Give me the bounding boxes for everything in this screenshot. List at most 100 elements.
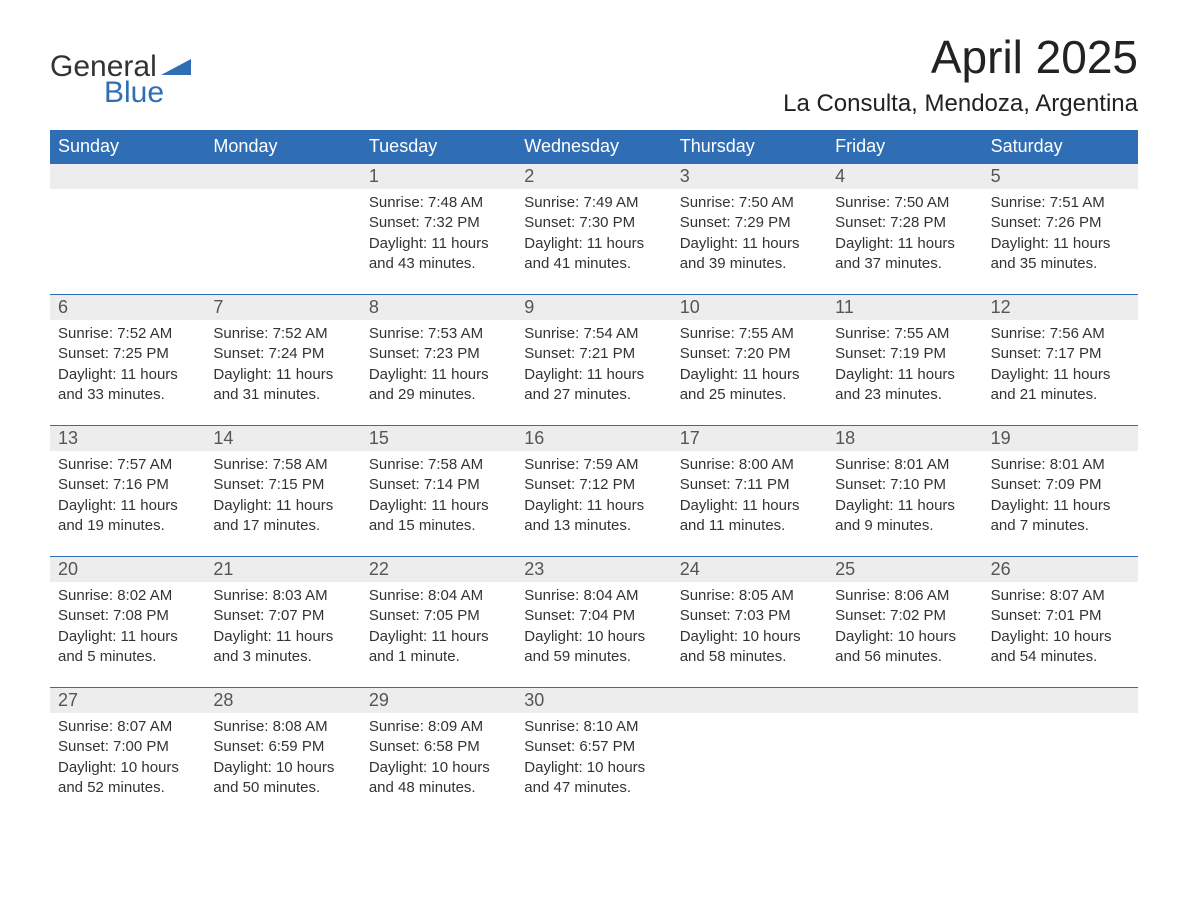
day-number: [205, 164, 360, 189]
sunrise-line: Sunrise: 8:10 AM: [524, 717, 663, 737]
day-cell: Sunrise: 8:08 AMSunset: 6:59 PMDaylight:…: [205, 713, 360, 818]
day-header-cell: Monday: [205, 130, 360, 163]
daynum-row: 13141516171819: [50, 426, 1138, 451]
daylight-line: Daylight: 11 hours and 11 minutes.: [680, 496, 819, 537]
sunrise-line: Sunrise: 7:57 AM: [58, 455, 197, 475]
day-cell: [672, 713, 827, 818]
sunrise-line: Sunrise: 8:06 AM: [835, 586, 974, 606]
sunrise-line: Sunrise: 7:55 AM: [835, 324, 974, 344]
daylight-line: Daylight: 11 hours and 5 minutes.: [58, 627, 197, 668]
day-number: 7: [205, 295, 360, 320]
daylight-line: Daylight: 11 hours and 17 minutes.: [213, 496, 352, 537]
sunrise-line: Sunrise: 8:03 AM: [213, 586, 352, 606]
sunset-line: Sunset: 7:01 PM: [991, 606, 1130, 626]
daylight-line: Daylight: 11 hours and 33 minutes.: [58, 365, 197, 406]
day-cell: Sunrise: 7:50 AMSunset: 7:29 PMDaylight:…: [672, 189, 827, 294]
day-header-cell: Thursday: [672, 130, 827, 163]
week-row: 20212223242526Sunrise: 8:02 AMSunset: 7:…: [50, 556, 1138, 687]
day-number: 25: [827, 557, 982, 582]
sunset-line: Sunset: 6:57 PM: [524, 737, 663, 757]
day-number: 23: [516, 557, 671, 582]
day-cell: Sunrise: 7:52 AMSunset: 7:25 PMDaylight:…: [50, 320, 205, 425]
week-row: 12345Sunrise: 7:48 AMSunset: 7:32 PMDayl…: [50, 163, 1138, 294]
daylight-line: Daylight: 11 hours and 13 minutes.: [524, 496, 663, 537]
day-number: 22: [361, 557, 516, 582]
day-cell: [205, 189, 360, 294]
day-number: 18: [827, 426, 982, 451]
day-cell: Sunrise: 8:03 AMSunset: 7:07 PMDaylight:…: [205, 582, 360, 687]
daynum-row: 12345: [50, 164, 1138, 189]
sunset-line: Sunset: 7:07 PM: [213, 606, 352, 626]
daylight-line: Daylight: 11 hours and 43 minutes.: [369, 234, 508, 275]
day-cell: Sunrise: 7:56 AMSunset: 7:17 PMDaylight:…: [983, 320, 1138, 425]
daylight-line: Daylight: 10 hours and 58 minutes.: [680, 627, 819, 668]
sunrise-line: Sunrise: 8:07 AM: [58, 717, 197, 737]
header: General Blue April 2025 La Consulta, Men…: [50, 30, 1138, 118]
details-row: Sunrise: 7:48 AMSunset: 7:32 PMDaylight:…: [50, 189, 1138, 294]
details-row: Sunrise: 7:57 AMSunset: 7:16 PM Daylight:…: [50, 451, 1138, 556]
sunrise-line: Sunrise: 7:53 AM: [369, 324, 508, 344]
day-number: 27: [50, 688, 205, 713]
day-number: 6: [50, 295, 205, 320]
day-number: 24: [672, 557, 827, 582]
sunset-line: Sunset: 7:26 PM: [991, 213, 1130, 233]
day-cell: [50, 189, 205, 294]
day-cell: Sunrise: 8:07 AMSunset: 7:00 PMDaylight:…: [50, 713, 205, 818]
day-number: 16: [516, 426, 671, 451]
day-cell: Sunrise: 8:00 AMSunset: 7:11 PMDaylight:…: [672, 451, 827, 556]
sunset-line: Sunset: 7:15 PM: [213, 475, 352, 495]
day-cell: Sunrise: 8:07 AMSunset: 7:01 PMDaylight:…: [983, 582, 1138, 687]
day-cell: Sunrise: 8:06 AMSunset: 7:02 PMDaylight:…: [827, 582, 982, 687]
sunrise-line: Sunrise: 7:52 AM: [58, 324, 197, 344]
sunset-line: Sunset: 7:23 PM: [369, 344, 508, 364]
daynum-row: 6789101112: [50, 295, 1138, 320]
sunrise-line: Sunrise: 8:08 AM: [213, 717, 352, 737]
sunrise-line: Sunrise: 7:56 AM: [991, 324, 1130, 344]
day-cell: Sunrise: 8:05 AMSunset: 7:03 PMDaylight:…: [672, 582, 827, 687]
sunset-line: Sunset: 7:11 PM: [680, 475, 819, 495]
location-label: La Consulta, Mendoza, Argentina: [783, 90, 1138, 118]
week-row: 13141516171819Sunrise: 7:57 AMSunset: 7:…: [50, 425, 1138, 556]
day-cell: Sunrise: 7:59 AMSunset: 7:12 PMDaylight:…: [516, 451, 671, 556]
day-cell: Sunrise: 7:55 AMSunset: 7:20 PMDaylight:…: [672, 320, 827, 425]
sunrise-line: Sunrise: 7:48 AM: [369, 193, 508, 213]
day-number: [50, 164, 205, 189]
day-number: 26: [983, 557, 1138, 582]
sunset-line: Sunset: 7:25 PM: [58, 344, 197, 364]
sunset-line: Sunset: 7:04 PM: [524, 606, 663, 626]
day-cell: Sunrise: 8:10 AMSunset: 6:57 PMDaylight:…: [516, 713, 671, 818]
day-cell: Sunrise: 7:58 AMSunset: 7:15 PMDaylight:…: [205, 451, 360, 556]
daylight-line: Daylight: 11 hours and 29 minutes.: [369, 365, 508, 406]
day-cell: Sunrise: 7:49 AMSunset: 7:30 PMDaylight:…: [516, 189, 671, 294]
daylight-line: Daylight: 11 hours and 15 minutes.: [369, 496, 508, 537]
day-cell: Sunrise: 8:01 AMSunset: 7:10 PMDaylight:…: [827, 451, 982, 556]
sunset-line: Sunset: 6:58 PM: [369, 737, 508, 757]
details-row: Sunrise: 7:52 AMSunset: 7:25 PMDaylight:…: [50, 320, 1138, 425]
day-number: 12: [983, 295, 1138, 320]
day-header-cell: Sunday: [50, 130, 205, 163]
week-row: 6789101112Sunrise: 7:52 AMSunset: 7:25 P…: [50, 294, 1138, 425]
sunset-line: Sunset: 7:17 PM: [991, 344, 1130, 364]
day-cell: Sunrise: 7:54 AMSunset: 7:21 PMDaylight:…: [516, 320, 671, 425]
sunset-line: Sunset: 7:21 PM: [524, 344, 663, 364]
weeks-container: 12345Sunrise: 7:48 AMSunset: 7:32 PMDayl…: [50, 163, 1138, 818]
day-cell: Sunrise: 7:53 AMSunset: 7:23 PMDaylight:…: [361, 320, 516, 425]
day-cell: Sunrise: 8:09 AMSunset: 6:58 PMDaylight:…: [361, 713, 516, 818]
day-number: 9: [516, 295, 671, 320]
daylight-line: Daylight: 11 hours and 3 minutes.: [213, 627, 352, 668]
day-cell: Sunrise: 8:01 AMSunset: 7:09 PMDaylight:…: [983, 451, 1138, 556]
day-cell: Sunrise: 7:57 AMSunset: 7:16 PMDaylight:…: [50, 451, 205, 556]
sunset-line: Sunset: 7:14 PM: [369, 475, 508, 495]
day-cell: Sunrise: 7:48 AMSunset: 7:32 PMDaylight:…: [361, 189, 516, 294]
sunset-line: Sunset: 7:16 PM: [58, 475, 197, 495]
sunrise-line: Sunrise: 8:02 AM: [58, 586, 197, 606]
daynum-row: 27282930: [50, 688, 1138, 713]
day-cell: Sunrise: 7:51 AMSunset: 7:26 PMDaylight:…: [983, 189, 1138, 294]
details-row: Sunrise: 8:02 AMSunset: 7:08 PMDaylight:…: [50, 582, 1138, 687]
title-block: April 2025 La Consulta, Mendoza, Argenti…: [783, 30, 1138, 118]
day-number: 19: [983, 426, 1138, 451]
sunrise-line: Sunrise: 7:50 AM: [835, 193, 974, 213]
daylight-line: Daylight: 10 hours and 59 minutes.: [524, 627, 663, 668]
daylight-line: Daylight: 11 hours and 23 minutes.: [835, 365, 974, 406]
sunrise-line: Sunrise: 8:00 AM: [680, 455, 819, 475]
